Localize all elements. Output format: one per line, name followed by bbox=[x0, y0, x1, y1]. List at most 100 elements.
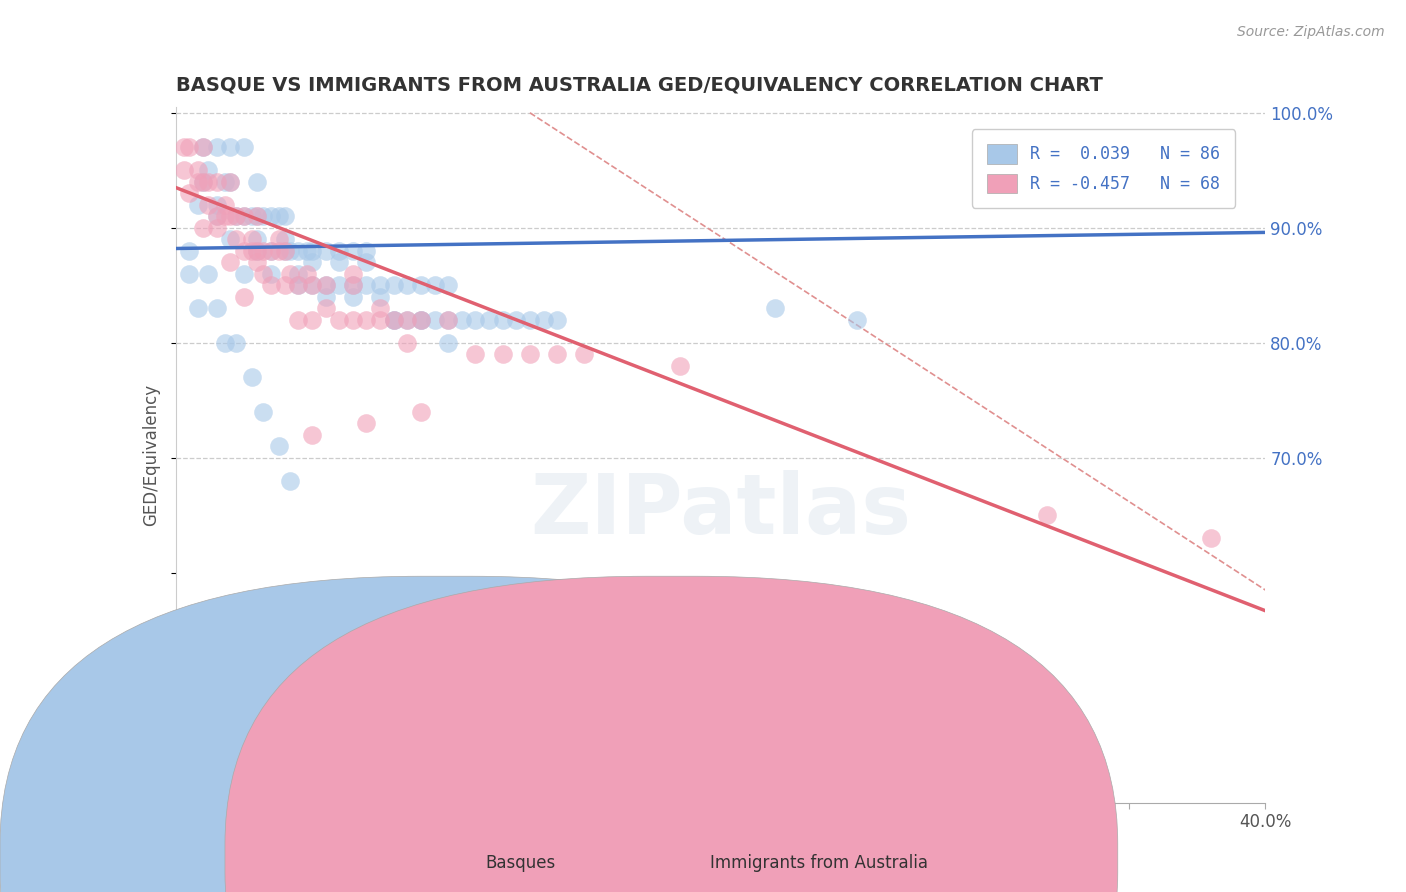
Point bbox=[533, 313, 555, 327]
Point bbox=[269, 209, 291, 223]
Point bbox=[464, 313, 486, 327]
Point bbox=[246, 244, 269, 258]
Point bbox=[246, 209, 269, 223]
Point bbox=[191, 220, 214, 235]
Point bbox=[214, 335, 236, 350]
Point bbox=[423, 278, 446, 293]
Point bbox=[278, 267, 301, 281]
Point bbox=[342, 278, 364, 293]
Point bbox=[197, 163, 219, 178]
Point bbox=[232, 290, 254, 304]
Point bbox=[287, 313, 309, 327]
Point bbox=[315, 290, 337, 304]
Point bbox=[205, 175, 228, 189]
Point bbox=[437, 278, 460, 293]
Point bbox=[845, 313, 868, 327]
Point bbox=[478, 313, 501, 327]
Point bbox=[368, 301, 391, 316]
Point bbox=[240, 232, 263, 246]
Point bbox=[278, 244, 301, 258]
Point bbox=[232, 267, 254, 281]
Point bbox=[269, 232, 291, 246]
Text: BASQUE VS IMMIGRANTS FROM AUSTRALIA GED/EQUIVALENCY CORRELATION CHART: BASQUE VS IMMIGRANTS FROM AUSTRALIA GED/… bbox=[176, 75, 1102, 95]
Point bbox=[205, 209, 228, 223]
Point bbox=[396, 313, 419, 327]
Point bbox=[219, 209, 242, 223]
Point bbox=[205, 220, 228, 235]
Point bbox=[356, 313, 378, 327]
Point bbox=[382, 313, 405, 327]
Point bbox=[205, 140, 228, 154]
Point bbox=[287, 278, 309, 293]
Point bbox=[191, 175, 214, 189]
Point bbox=[342, 313, 364, 327]
Point bbox=[328, 255, 350, 269]
Point bbox=[668, 359, 690, 373]
Point bbox=[287, 244, 309, 258]
Point bbox=[342, 244, 364, 258]
Point bbox=[409, 405, 432, 419]
Point bbox=[252, 244, 274, 258]
Point bbox=[396, 335, 419, 350]
Point bbox=[342, 267, 364, 281]
Point bbox=[356, 244, 378, 258]
Point bbox=[246, 244, 269, 258]
Point bbox=[252, 209, 274, 223]
Point bbox=[763, 301, 786, 316]
Point bbox=[260, 244, 283, 258]
Point bbox=[260, 267, 283, 281]
Point bbox=[356, 278, 378, 293]
Point bbox=[356, 255, 378, 269]
Point bbox=[252, 267, 274, 281]
Y-axis label: GED/Equivalency: GED/Equivalency bbox=[142, 384, 160, 526]
Text: Basques: Basques bbox=[485, 855, 555, 872]
Point bbox=[205, 209, 228, 223]
Point bbox=[240, 209, 263, 223]
Point bbox=[219, 255, 242, 269]
Point bbox=[519, 347, 541, 361]
Point bbox=[423, 313, 446, 327]
Point bbox=[315, 301, 337, 316]
Point bbox=[179, 186, 201, 201]
Point bbox=[519, 313, 541, 327]
Point bbox=[301, 427, 323, 442]
Point bbox=[274, 244, 297, 258]
Point bbox=[252, 405, 274, 419]
Point bbox=[437, 313, 460, 327]
Point bbox=[269, 244, 291, 258]
Point bbox=[315, 278, 337, 293]
Point bbox=[225, 209, 247, 223]
Point bbox=[205, 301, 228, 316]
Point bbox=[1199, 531, 1222, 545]
Point bbox=[214, 175, 236, 189]
Point bbox=[260, 209, 283, 223]
Point bbox=[278, 474, 301, 488]
Point bbox=[409, 313, 432, 327]
Point bbox=[246, 255, 269, 269]
Point bbox=[382, 278, 405, 293]
Point bbox=[382, 313, 405, 327]
Point bbox=[232, 209, 254, 223]
Point bbox=[191, 140, 214, 154]
Point bbox=[287, 267, 309, 281]
Point bbox=[450, 313, 472, 327]
Point bbox=[274, 278, 297, 293]
Point bbox=[396, 278, 419, 293]
Point bbox=[301, 278, 323, 293]
Point bbox=[301, 244, 323, 258]
Point bbox=[246, 175, 269, 189]
Point bbox=[301, 278, 323, 293]
Point bbox=[179, 140, 201, 154]
Point bbox=[240, 370, 263, 384]
Point bbox=[409, 313, 432, 327]
Point bbox=[260, 244, 283, 258]
Point bbox=[240, 244, 263, 258]
Point bbox=[315, 278, 337, 293]
Point bbox=[505, 313, 527, 327]
Point bbox=[186, 163, 209, 178]
Point bbox=[409, 278, 432, 293]
Point bbox=[219, 175, 242, 189]
Point bbox=[437, 335, 460, 350]
Point bbox=[328, 278, 350, 293]
Point bbox=[368, 278, 391, 293]
